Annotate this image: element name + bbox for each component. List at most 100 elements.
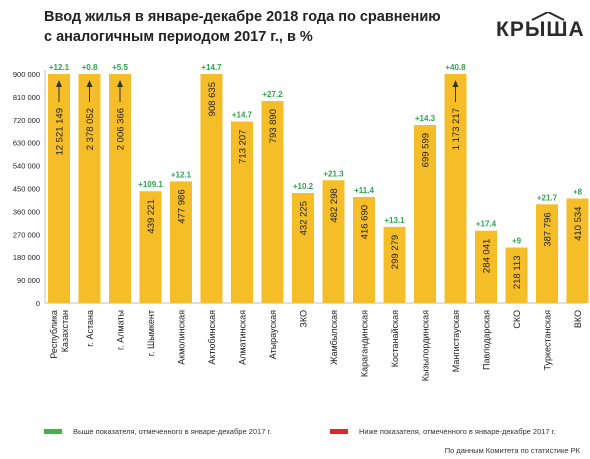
- y-tick-label: 90 000: [17, 276, 40, 285]
- change-label: +0.8: [82, 63, 98, 72]
- y-tick-label: 720 000: [13, 116, 40, 125]
- category-label: Павлодарская: [482, 310, 492, 370]
- bar: [505, 247, 528, 303]
- change-label: +11.4: [354, 186, 374, 195]
- change-label: +17.4: [476, 220, 497, 229]
- change-label: +12.1: [49, 63, 70, 72]
- value-label: 1 173 217: [451, 108, 462, 150]
- overflow-arrowhead: [56, 80, 62, 87]
- bar: [292, 193, 314, 303]
- change-label: +21.7: [537, 193, 558, 202]
- bar: [139, 191, 162, 303]
- source-note: По данным Комитета по статистике РК: [444, 446, 580, 455]
- change-label: +10.2: [293, 182, 314, 191]
- y-tick-label: 900 000: [13, 70, 40, 79]
- change-label: +27.2: [262, 90, 283, 99]
- overflow-arrowhead: [117, 80, 123, 87]
- change-label: +13.1: [384, 216, 405, 225]
- value-label: 713 207: [238, 130, 249, 164]
- category-label: Казахстан: [60, 310, 70, 352]
- category-label: Кызылординская: [421, 310, 431, 381]
- change-label: +5.5: [112, 63, 128, 72]
- legend-below-label: Ниже показателя, отмеченного в январе-де…: [359, 427, 556, 436]
- chart-title-line1: Ввод жилья в январе-декабре 2018 года по…: [44, 9, 441, 25]
- category-label: Туркестанская: [543, 310, 553, 371]
- value-label: 793 890: [268, 109, 279, 143]
- y-tick-label: 180 000: [13, 253, 40, 262]
- y-tick-label: 450 000: [13, 185, 40, 194]
- change-label: +14.7: [232, 111, 253, 120]
- y-tick-label: 540 000: [13, 162, 40, 171]
- category-label: Актюбинская: [207, 310, 217, 365]
- logo-text: КРЫША: [496, 18, 585, 41]
- bar: [475, 230, 497, 303]
- value-label: 439 221: [146, 199, 157, 233]
- category-label: Республика: [49, 310, 59, 359]
- category-label: ЗКО: [299, 310, 309, 328]
- change-label: +14.7: [201, 63, 222, 72]
- value-label: 477 986: [177, 189, 188, 223]
- y-tick-label: 360 000: [13, 207, 40, 216]
- bar: [231, 121, 253, 303]
- bar: [48, 74, 70, 303]
- change-label: +8: [573, 188, 583, 197]
- y-tick-label: 810 000: [13, 93, 40, 102]
- category-label: г. Алматы: [116, 310, 126, 350]
- category-label: Карагандинская: [360, 310, 370, 377]
- category-label: г. Астана: [85, 310, 95, 347]
- value-label: 410 534: [573, 207, 584, 241]
- value-label: 482 298: [329, 188, 340, 222]
- category-label: Мангистауская: [451, 310, 461, 372]
- chart-title: Ввод жилья в январе-декабре 2018 года по…: [44, 7, 464, 47]
- category-label: Жамбылская: [329, 310, 339, 365]
- change-label: +40.8: [445, 63, 466, 72]
- value-label: 432 225: [299, 201, 310, 235]
- bar: [322, 180, 345, 303]
- value-label: 2 006 366: [116, 108, 127, 150]
- change-label: +21.3: [323, 169, 344, 178]
- y-tick-label: 0: [36, 299, 40, 308]
- value-label: 218 113: [512, 256, 523, 290]
- value-label: 699 599: [421, 133, 432, 167]
- category-label: СКО: [512, 310, 522, 329]
- bar: [566, 198, 589, 303]
- category-label: г. Шымкент: [146, 310, 156, 356]
- value-label: 12 521 149: [55, 108, 66, 156]
- change-label: +109.1: [138, 180, 163, 189]
- bar: [444, 74, 467, 303]
- value-label: 387 796: [543, 212, 554, 246]
- value-label: 416 690: [360, 205, 371, 239]
- overflow-arrowhead: [86, 80, 93, 87]
- roof-icon: [531, 12, 565, 21]
- change-label: +9: [512, 237, 522, 246]
- brand-logo: КРЫША: [496, 12, 584, 42]
- bar: [383, 226, 406, 303]
- y-tick-label: 270 000: [13, 230, 40, 239]
- legend-below-swatch: [330, 429, 348, 434]
- legend-above-label: Выше показателя, отмеченного в январе-де…: [73, 427, 272, 436]
- category-label: Атырауская: [268, 310, 278, 359]
- bar: [109, 74, 131, 303]
- legend-above-swatch: [44, 429, 62, 434]
- bar: [353, 196, 375, 303]
- category-label: Костанайская: [390, 310, 400, 367]
- y-tick-label: 630 000: [13, 139, 40, 148]
- category-label: Алматинская: [238, 310, 248, 365]
- change-label: +14.3: [415, 114, 436, 123]
- bar: [414, 124, 436, 303]
- bar: [78, 74, 101, 303]
- change-label: +12.1: [171, 170, 192, 179]
- category-label: ВКО: [573, 310, 583, 328]
- value-label: 299 279: [390, 235, 401, 269]
- value-label: 2 378 052: [85, 108, 96, 150]
- bar: [170, 181, 192, 303]
- bar: [261, 100, 284, 303]
- value-label: 908 635: [207, 82, 218, 116]
- overflow-arrowhead: [452, 80, 459, 87]
- bar: [536, 204, 558, 303]
- chart-title-line2: с аналогичным периодом 2017 г., в %: [44, 29, 313, 45]
- category-label: Акмолинская: [177, 310, 187, 365]
- value-label: 284 041: [482, 239, 493, 273]
- bar: [200, 74, 223, 303]
